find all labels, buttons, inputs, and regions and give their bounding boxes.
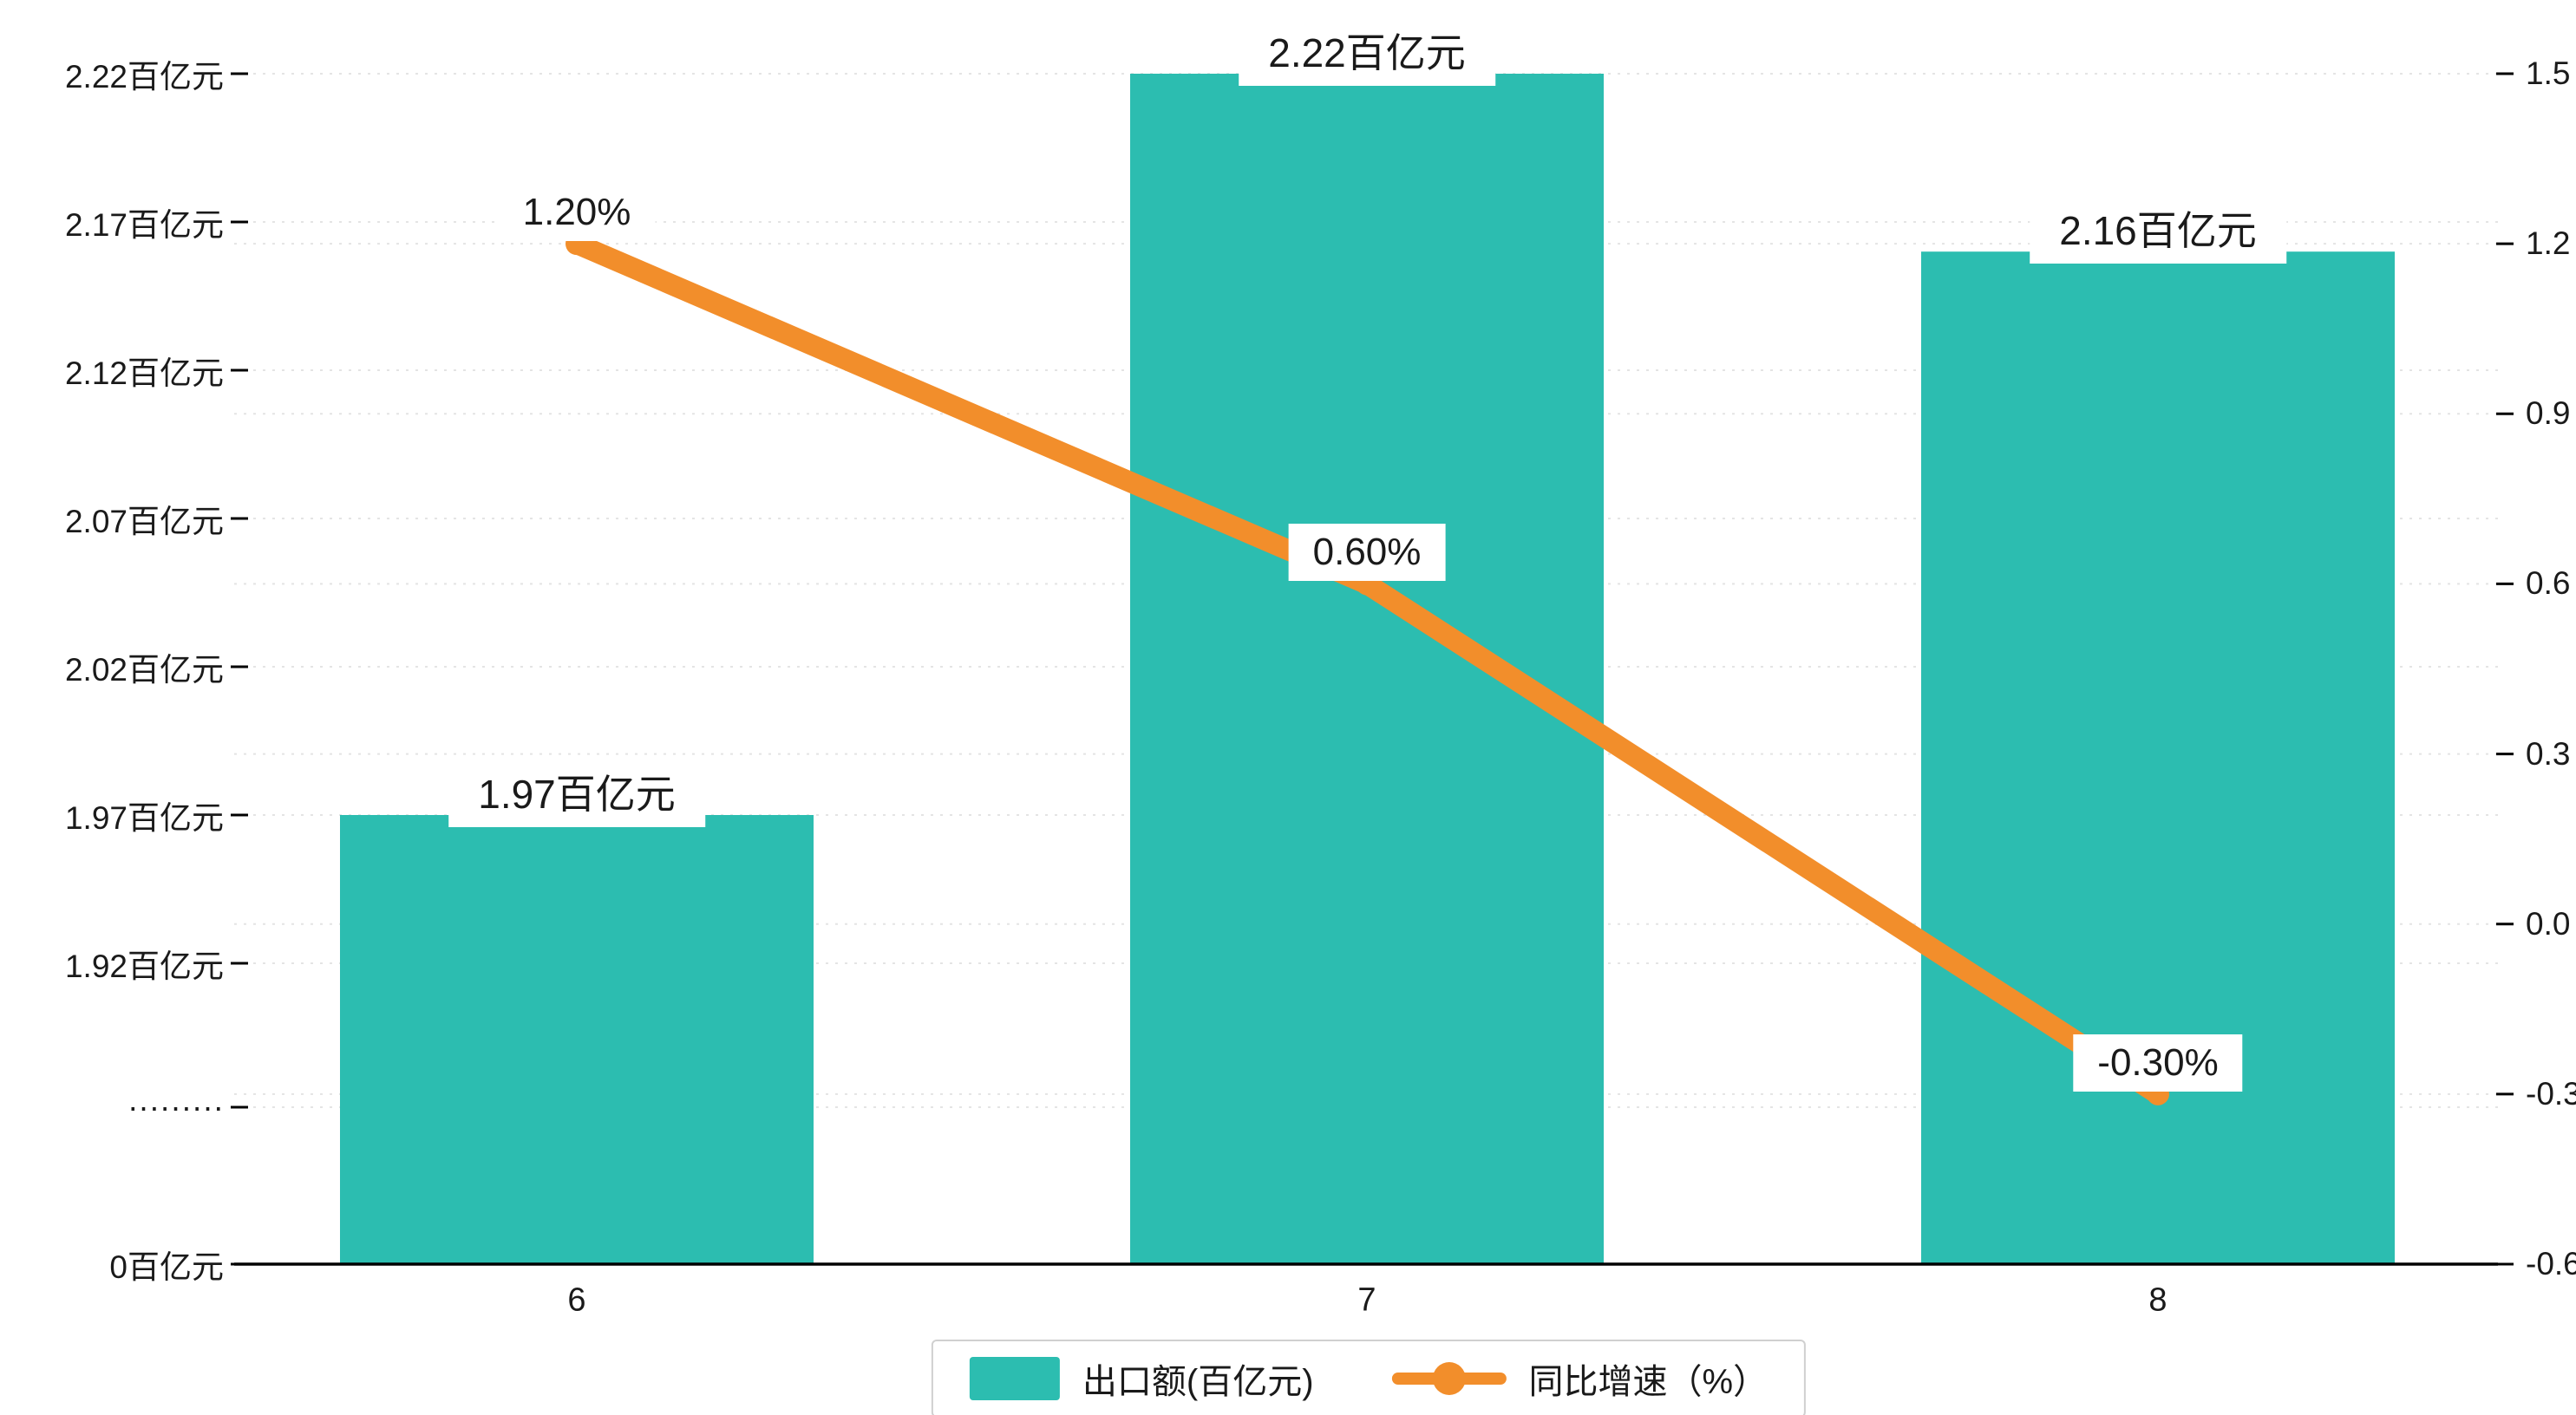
line-dot-swatch-icon — [1391, 1362, 1507, 1395]
legend-item-export: 出口额(百亿元) — [969, 1353, 1314, 1404]
axes — [231, 72, 2514, 1266]
bar-month-6 — [340, 815, 814, 1264]
growth-point-6 — [566, 232, 588, 256]
legend-item-growth: 同比增速（%） — [1391, 1353, 1769, 1404]
legend-label-growth: 同比增速（%） — [1528, 1363, 1769, 1401]
bar-month-8 — [1921, 251, 2395, 1265]
growth-point-8 — [2147, 1082, 2169, 1105]
legend: 出口额(百亿元) 同比增速（%） — [931, 1340, 1807, 1415]
bar-swatch-icon — [969, 1357, 1060, 1400]
growth-point-7 — [1356, 572, 1378, 596]
legend-label-export: 出口额(百亿元) — [1082, 1363, 1314, 1401]
bar-series — [340, 74, 2395, 1265]
bar-month-7 — [1130, 74, 1604, 1264]
